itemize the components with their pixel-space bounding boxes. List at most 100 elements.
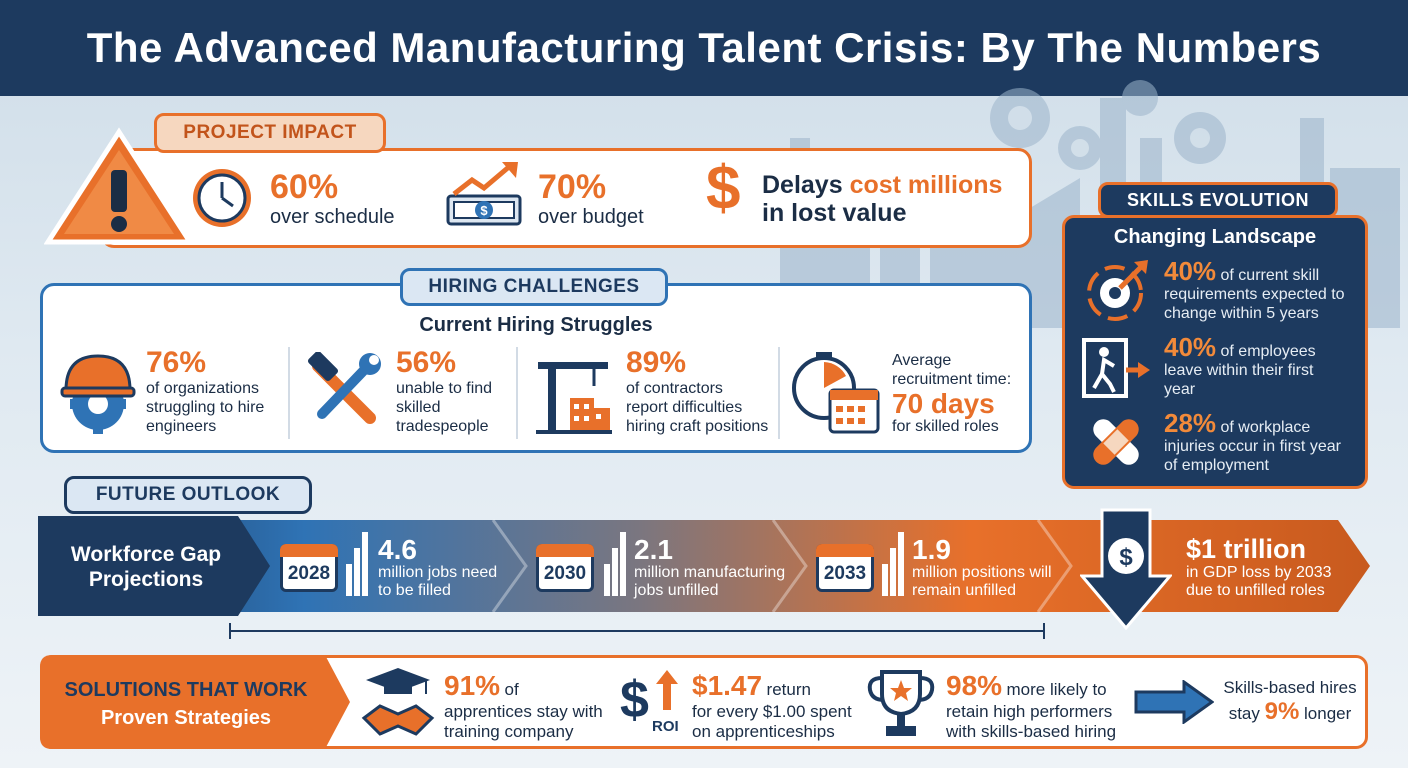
- roi-value: $1.47: [692, 670, 763, 701]
- gdp-loss-value: $1 trillion: [1186, 534, 1307, 564]
- delays-highlight: cost millions: [849, 171, 1003, 199]
- wrench-hammer-icon: [307, 352, 381, 424]
- timeline-line: [229, 623, 1045, 639]
- bar-chart-icon: [882, 532, 904, 596]
- dollar-icon: $: [706, 154, 741, 223]
- warning-icon: [44, 127, 194, 245]
- line: training company: [444, 721, 574, 741]
- budget-label: over budget: [538, 206, 644, 228]
- stay-lead: stay: [1228, 703, 1260, 723]
- line: retain high performers: [946, 702, 1113, 721]
- project-impact-badge: PROJECT IMPACT: [154, 113, 386, 153]
- contractors-value: 89%: [626, 346, 687, 379]
- skills-heading: Changing Landscape: [1113, 226, 1317, 248]
- budget-value: 70%: [538, 168, 607, 206]
- dollar-down-arrow-icon: $: [1080, 508, 1172, 630]
- line: recruitment time:: [892, 370, 1012, 388]
- line: skilled: [396, 398, 441, 416]
- line: jobs unfilled: [634, 582, 719, 600]
- stay-tail: longer: [1304, 703, 1352, 723]
- skills-item-2-value: 40%: [1164, 332, 1217, 362]
- line: Workforce Gap: [70, 543, 222, 566]
- line: report difficulties: [626, 398, 743, 416]
- solutions-title-2: Proven Strategies: [100, 707, 272, 729]
- workforce-gap-label: Workforce Gap Projections: [48, 542, 244, 592]
- money-rising-icon: $: [446, 162, 522, 226]
- roi-stat: $1.47 return for every $1.00 spent on ap…: [692, 670, 872, 741]
- gap-2033-value: 1.9: [912, 534, 951, 565]
- header-bar: The Advanced Manufacturing Talent Crisis…: [0, 0, 1408, 96]
- gdp-loss-text: in GDP loss by 2033 due to unfilled role…: [1186, 564, 1332, 601]
- roi-label: ROI: [652, 718, 679, 735]
- hardhat-gear-icon: [60, 354, 136, 434]
- line: tradespeople: [396, 417, 489, 435]
- line: Average: [892, 352, 952, 369]
- line: leave within their first: [1164, 362, 1314, 380]
- calendar-2030-icon: 2030: [536, 544, 594, 592]
- future-outlook-arrow: [38, 516, 1370, 616]
- line: of workplace: [1220, 419, 1311, 436]
- line: of contractors: [626, 380, 723, 397]
- performers-suffix: more likely to: [1006, 680, 1107, 699]
- contractors-text: of contractors report difficulties hirin…: [626, 380, 768, 437]
- solutions-title: SOLUTIONS THAT WORK Proven Strategies: [40, 676, 332, 732]
- apprentices-suffix: of: [504, 680, 519, 699]
- apprentices-value: 91%: [444, 670, 501, 701]
- schedule-label: over schedule: [270, 206, 395, 228]
- line: remain unfilled: [912, 582, 1017, 600]
- gap-2028-text: million jobs need to be filled: [378, 564, 497, 601]
- skills-item-1: 40% of current skill requirements expect…: [1164, 256, 1360, 323]
- skills-hires-stat: Skills-based hires stay 9% longer: [1220, 678, 1360, 725]
- trophy-icon: [867, 670, 935, 736]
- skills-item-3-value: 28%: [1164, 408, 1217, 438]
- hire-engineers-text: of organizations struggling to hire engi…: [146, 380, 264, 437]
- bar-chart-icon: [604, 532, 626, 596]
- line: injuries occur in first year: [1164, 438, 1341, 456]
- roi-suffix: return: [766, 680, 811, 699]
- bandage-icon: [1093, 419, 1139, 465]
- gap-2030-value: 2.1: [634, 534, 673, 565]
- line: with skills-based hiring: [946, 721, 1117, 741]
- tradespeople-value: 56%: [396, 346, 457, 379]
- stay-value: 9%: [1264, 697, 1300, 725]
- line: Projections: [88, 568, 204, 592]
- line: struggling to hire: [146, 398, 265, 416]
- line: of employees: [1220, 343, 1316, 360]
- bar-chart-icon: [346, 532, 368, 596]
- roi-icon: $ ROI: [620, 668, 690, 744]
- line: of current skill: [1220, 267, 1320, 284]
- line: to be filled: [378, 582, 451, 600]
- calendar-2028-icon: 2028: [280, 544, 338, 592]
- line: in GDP loss by 2033: [1186, 564, 1332, 581]
- roi-dollar-glyph: $: [620, 671, 649, 729]
- schedule-value: 60%: [270, 168, 339, 206]
- line: due to unfilled roles: [1186, 582, 1325, 600]
- solutions-title-1: SOLUTIONS THAT WORK: [64, 679, 308, 701]
- apprentices-stat: 91% of apprentices stay with training co…: [444, 670, 614, 741]
- calendar-2033-icon: 2033: [816, 544, 874, 592]
- line: engineers: [146, 417, 217, 435]
- performers-stat: 98% more likely to retain high performer…: [946, 670, 1136, 741]
- delays-text: Delays cost millions in lost value: [762, 171, 1032, 227]
- stopwatch-calendar-icon: [792, 352, 880, 434]
- skills-evolution-badge: SKILLS EVOLUTION: [1098, 182, 1338, 218]
- tradespeople-text: unable to find skilled tradespeople: [396, 380, 492, 437]
- up-arrow-icon: [656, 670, 678, 710]
- gear-arrow-icon: [1087, 260, 1148, 321]
- line: of organizations: [146, 380, 259, 397]
- solutions-banner: [40, 655, 350, 749]
- line: hiring craft positions: [626, 417, 769, 435]
- hiring-heading: Current Hiring Struggles: [419, 314, 653, 336]
- recruitment-value: 70 days: [892, 388, 995, 419]
- line: apprentices stay with: [444, 702, 603, 721]
- line: change within 5 years: [1164, 304, 1319, 322]
- line: million positions will: [912, 564, 1052, 581]
- divider: [516, 347, 518, 439]
- clock-icon: [193, 169, 251, 227]
- future-outlook-badge: FUTURE OUTLOOK: [64, 476, 312, 514]
- svg-text:$: $: [480, 203, 488, 218]
- divider: [288, 347, 290, 439]
- delays-tail: in lost value: [762, 198, 907, 227]
- page-title: The Advanced Manufacturing Talent Crisis…: [86, 24, 1322, 71]
- divider: [778, 347, 780, 439]
